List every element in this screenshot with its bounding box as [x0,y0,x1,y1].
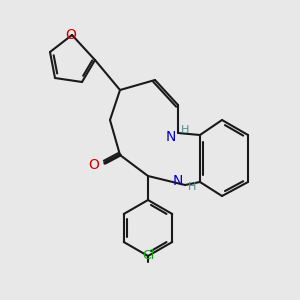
Text: N: N [172,174,183,188]
Text: O: O [66,28,76,42]
Text: O: O [88,158,99,172]
Text: Cl: Cl [142,249,154,262]
Text: N: N [166,130,176,144]
Text: H: H [188,182,196,192]
Text: H: H [181,125,189,135]
